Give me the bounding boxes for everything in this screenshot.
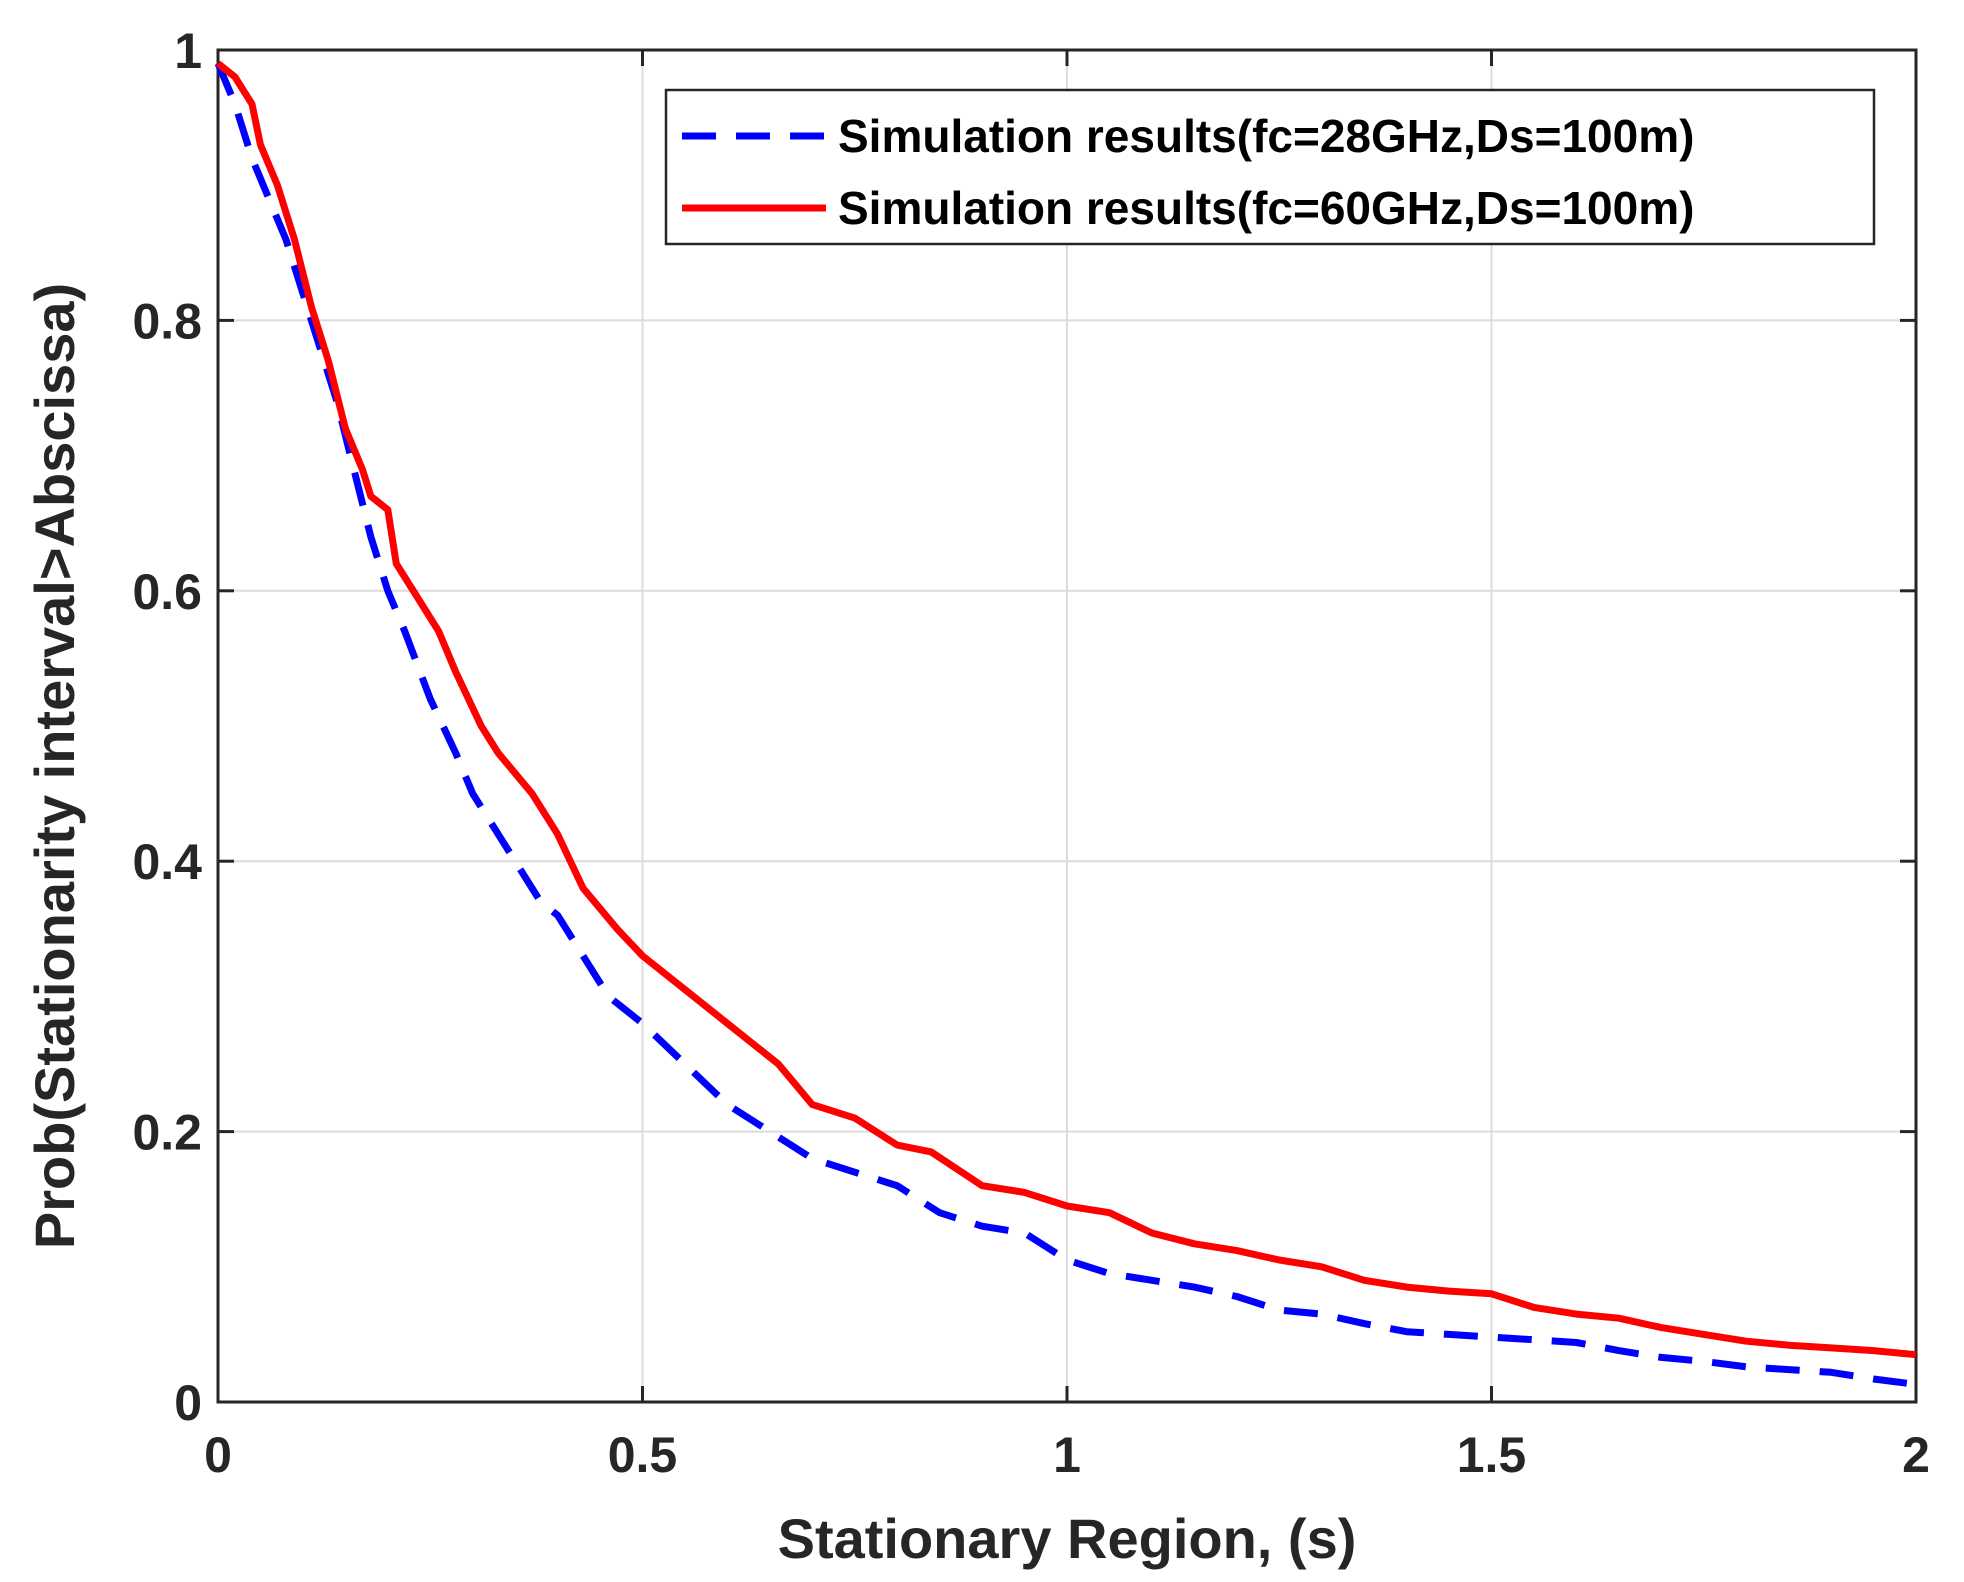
y-tick-label: 1	[174, 23, 202, 79]
x-tick-label: 2	[1902, 1427, 1930, 1483]
x-tick-label: 0	[204, 1427, 232, 1483]
series-lines	[214, 60, 1917, 1388]
axis-ticks: 0 0.5 1 1.5 2 0 0.2 0.4 0.6 0.8 1	[132, 23, 1929, 1483]
x-tick-label: 1.5	[1457, 1427, 1527, 1483]
legend-label-28ghz: Simulation results(fc=28GHz,Ds=100m)	[838, 110, 1694, 162]
legend-label-60ghz: Simulation results(fc=60GHz,Ds=100m)	[838, 182, 1694, 234]
legend-box	[664, 88, 1876, 246]
series-line-60ghz	[215, 60, 1917, 1359]
y-tick-label: 0.4	[132, 834, 202, 890]
y-tick-label: 0.6	[132, 564, 202, 620]
x-axis-title: Stationary Region, (s)	[778, 1507, 1357, 1570]
x-tick-label: 1	[1053, 1427, 1081, 1483]
y-tick-label: 0.2	[132, 1105, 202, 1161]
y-tick-label: 0.8	[132, 293, 202, 349]
x-tick-label: 0.5	[608, 1427, 678, 1483]
y-tick-label: 0	[174, 1375, 202, 1431]
grid	[218, 50, 1916, 1402]
legend: Simulation results(fc=28GHz,Ds=100m) Sim…	[664, 88, 1876, 246]
y-axis-title: Prob(Stationarity interval>Abscissa)	[23, 283, 86, 1249]
series-line-28ghz	[214, 62, 1917, 1388]
